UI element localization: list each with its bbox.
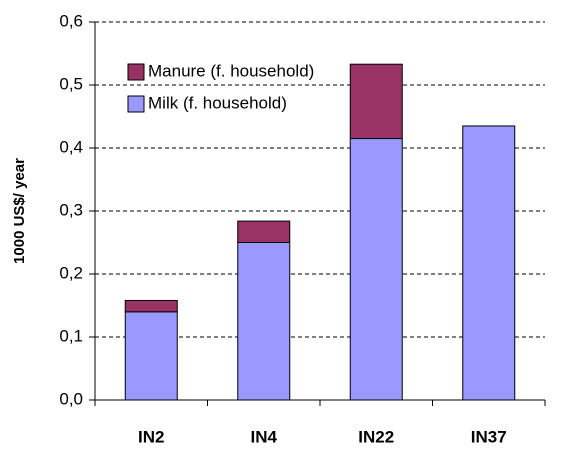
x-tick-label: IN37 <box>471 427 507 446</box>
legend-swatch <box>127 95 145 113</box>
bar-segment <box>124 299 178 313</box>
bar-segment <box>462 125 516 401</box>
bar-segment <box>349 63 403 140</box>
y-axis-label: 1000 US$/ year <box>11 158 28 264</box>
x-tick-label: IN2 <box>138 427 164 446</box>
y-tick-label: 0,0 <box>59 389 83 408</box>
bar-segment <box>349 138 403 401</box>
x-tick-label: IN22 <box>358 427 394 446</box>
y-tick-label: 0,5 <box>59 74 83 93</box>
y-tick-label: 0,3 <box>59 200 83 219</box>
y-tick-label: 0,1 <box>59 326 83 345</box>
x-tick-label: IN4 <box>251 427 278 446</box>
bar-segment <box>124 311 178 401</box>
bar-segment <box>237 220 291 244</box>
legend-swatch <box>127 63 145 81</box>
legend-label: Manure (f. household) <box>148 61 314 80</box>
y-tick-label: 0,4 <box>59 137 83 156</box>
y-tick-label: 0,6 <box>59 11 83 30</box>
legend-label: Milk (f. household) <box>148 93 287 112</box>
bar-segment <box>237 242 291 401</box>
y-tick-label: 0,2 <box>59 263 83 282</box>
